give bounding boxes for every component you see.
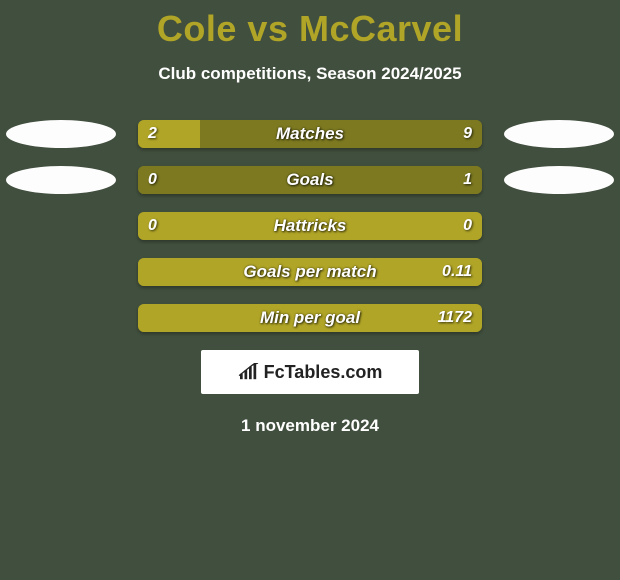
stat-bar: 01Goals (138, 166, 482, 194)
player-right-oval (504, 120, 614, 148)
stat-bar: 29Matches (138, 120, 482, 148)
subtitle: Club competitions, Season 2024/2025 (0, 64, 620, 84)
date-label: 1 november 2024 (0, 416, 620, 436)
comparison-row: 00Hattricks (0, 212, 620, 240)
stat-label: Matches (138, 120, 482, 148)
comparison-row: 29Matches (0, 120, 620, 148)
stat-label: Goals (138, 166, 482, 194)
page-title: Cole vs McCarvel (0, 8, 620, 50)
stat-bar: 0.11Goals per match (138, 258, 482, 286)
stat-bar: 1172Min per goal (138, 304, 482, 332)
comparison-row: 0.11Goals per match (0, 258, 620, 286)
player-left-oval (6, 166, 116, 194)
stat-label: Hattricks (138, 212, 482, 240)
comparison-card: Cole vs McCarvel Club competitions, Seas… (0, 0, 620, 436)
stat-label: Min per goal (138, 304, 482, 332)
chart-icon (238, 363, 260, 381)
stat-bar: 00Hattricks (138, 212, 482, 240)
player-left-oval (6, 120, 116, 148)
comparison-row: 1172Min per goal (0, 304, 620, 332)
brand-badge[interactable]: FcTables.com (201, 350, 419, 394)
brand-text: FcTables.com (264, 362, 383, 383)
comparison-row: 01Goals (0, 166, 620, 194)
comparison-rows: 29Matches 01Goals 00Hattricks 0.11Goals per… (0, 120, 620, 332)
stat-label: Goals per match (138, 258, 482, 286)
player-right-oval (504, 166, 614, 194)
